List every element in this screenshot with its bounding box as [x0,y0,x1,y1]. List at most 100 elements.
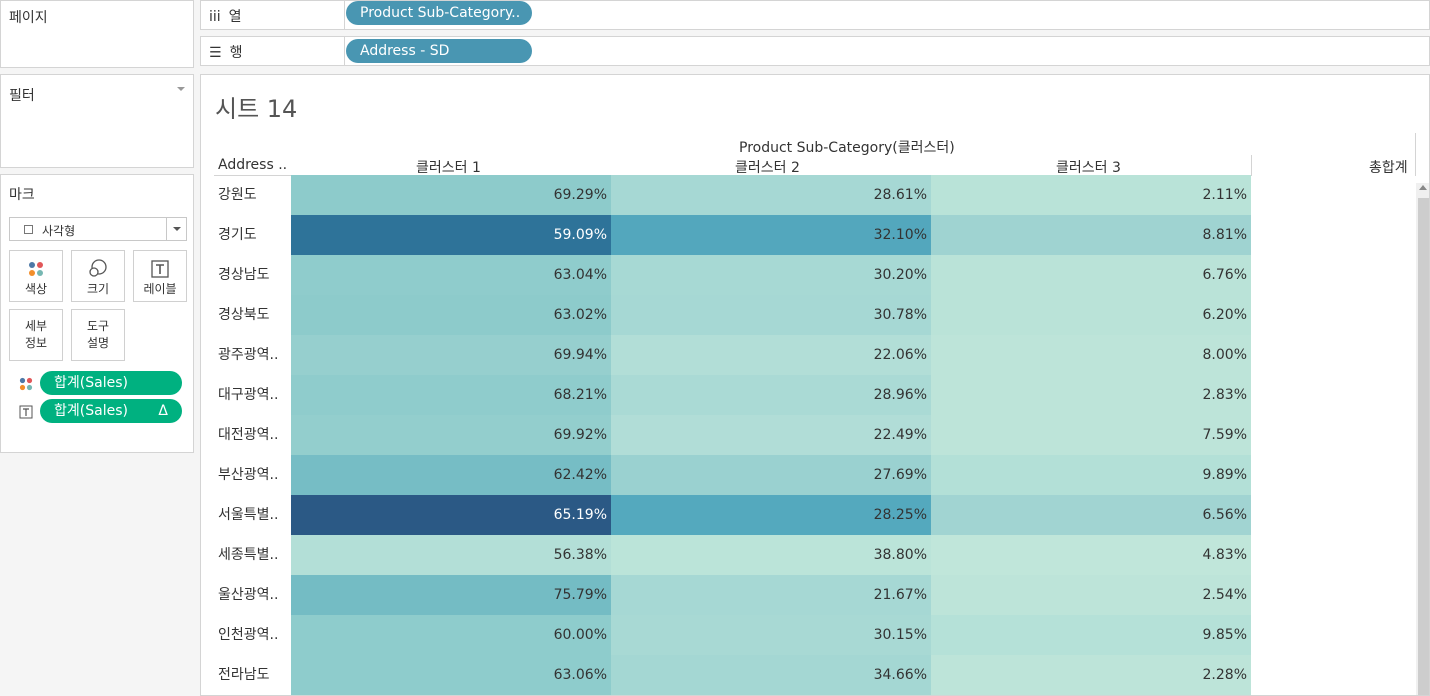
table-calc-delta-icon: Δ [158,403,168,419]
grand-total-divider [1251,155,1252,176]
pages-panel[interactable]: 페이지 [0,0,194,68]
table-cell[interactable]: 2.28% [931,655,1251,695]
size-circles-icon [72,257,124,281]
row-label[interactable]: 강원도 [218,187,257,203]
table-cell[interactable]: 7.59% [931,415,1251,455]
worksheet-view[interactable]: 시트 14 Product Sub-Category(클러스터) Address… [200,74,1430,696]
mark-type-dropdown[interactable]: 사각형 [9,217,187,241]
table-cell[interactable]: 69.92% [291,415,611,455]
filters-menu-arrow-icon[interactable] [177,87,185,91]
table-cell[interactable]: 75.79% [291,575,611,615]
table-cell[interactable]: 22.06% [611,335,931,375]
row-header[interactable]: Address .. [218,157,288,173]
table-cell[interactable]: 60.00% [291,615,611,655]
table-cell[interactable]: 8.00% [931,335,1251,375]
table-cell[interactable]: 62.42% [291,455,611,495]
scroll-up-arrow-icon[interactable] [1419,185,1427,190]
table-cell[interactable]: 56.38% [291,535,611,575]
rows-pill-label: Address - SD [360,43,450,59]
label-sales-pill-label: 합계(Sales) [54,403,128,419]
table-cell[interactable]: 59.09% [291,215,611,255]
row-label[interactable]: 부산광역.. [218,467,279,483]
row-label[interactable]: 전라남도 [218,667,270,683]
table-cell[interactable]: 65.19% [291,495,611,535]
pages-title: 페이지 [9,10,48,26]
table-cell[interactable]: 30.20% [611,255,931,295]
label-sales-pill[interactable]: 합계(Sales) Δ [40,399,182,423]
color-button[interactable]: 색상 [9,250,63,302]
table-cell[interactable]: 32.10% [611,215,931,255]
color-sales-pill-label: 합계(Sales) [54,375,128,391]
row-label[interactable]: 서울특별.. [218,507,279,523]
table-cell[interactable]: 2.83% [931,375,1251,415]
row-label[interactable]: 인천광역.. [218,627,279,643]
table-cell[interactable]: 34.66% [611,655,931,695]
table-cell[interactable]: 69.29% [291,175,611,215]
group-header[interactable]: Product Sub-Category(클러스터) [739,140,955,156]
table-cell[interactable]: 27.69% [611,455,931,495]
marks-panel: 마크 사각형 색상 크기 [0,174,194,453]
rows-shelf-label: ☰ 행 [209,42,345,62]
row-label[interactable]: 경상북도 [218,307,270,323]
color-dots-small-icon [18,376,34,396]
table-cell[interactable]: 69.94% [291,335,611,375]
columns-pill[interactable]: Product Sub-Category.. [346,1,532,25]
color-label: 색상 [24,282,48,296]
rows-label: 행 [229,45,243,61]
column-header-grand-total[interactable]: 총합계 [1369,160,1408,176]
table-cell[interactable]: 28.61% [611,175,931,215]
table-cell[interactable]: 30.15% [611,615,931,655]
vertical-scrollbar-thumb[interactable] [1418,198,1429,695]
table-cell[interactable]: 8.81% [931,215,1251,255]
table-cell[interactable]: 6.76% [931,255,1251,295]
column-header-cluster-2[interactable]: 클러스터 2 [735,160,800,176]
color-sales-pill[interactable]: 합계(Sales) [40,371,182,395]
size-button[interactable]: 크기 [71,250,125,302]
columns-shelf-label: iii 열 [209,6,345,26]
label-button[interactable]: 레이블 [133,250,187,302]
table-cell[interactable]: 9.89% [931,455,1251,495]
rows-pill[interactable]: Address - SD [346,39,532,63]
table-cell[interactable]: 28.96% [611,375,931,415]
row-label[interactable]: 세종특별.. [218,547,279,563]
table-cell[interactable]: 22.49% [611,415,931,455]
row-label[interactable]: 경상남도 [218,267,270,283]
square-mark-icon [24,225,33,234]
table-cell[interactable]: 4.83% [931,535,1251,575]
table-cell[interactable]: 63.02% [291,295,611,335]
table-cell[interactable]: 63.06% [291,655,611,695]
columns-shelf-divider [344,1,345,29]
chevron-down-icon[interactable] [166,218,186,240]
table-cell[interactable]: 38.80% [611,535,931,575]
row-label[interactable]: 울산광역.. [218,587,279,603]
column-header-cluster-1[interactable]: 클러스터 1 [416,160,481,176]
table-cell[interactable]: 9.85% [931,615,1251,655]
columns-pill-label: Product Sub-Category.. [360,5,521,21]
row-label[interactable]: 경기도 [218,227,257,243]
row-label[interactable]: 대구광역.. [218,387,279,403]
columns-icon: iii [209,9,221,25]
tooltip-button[interactable]: 도구 설명 [71,309,125,361]
row-label[interactable]: 광주광역.. [218,347,279,363]
detail-button[interactable]: 세부 정보 [9,309,63,361]
table-cell[interactable]: 30.78% [611,295,931,335]
label-label: 레이블 [143,282,177,296]
rows-shelf-divider [344,37,345,65]
table-cell[interactable]: 68.21% [291,375,611,415]
table-cell[interactable]: 63.04% [291,255,611,295]
sheet-title[interactable]: 시트 14 [215,95,298,123]
detail-label: 세부 정보 [24,319,48,350]
rows-shelf[interactable]: ☰ 행 Address - SD [200,36,1430,66]
table-cell[interactable]: 6.20% [931,295,1251,335]
table-cell[interactable]: 2.11% [931,175,1251,215]
text-label-small-icon [19,404,33,423]
row-label[interactable]: 대전광역.. [218,427,279,443]
columns-shelf[interactable]: iii 열 Product Sub-Category.. [200,0,1430,30]
table-cell[interactable]: 6.56% [931,495,1251,535]
tooltip-label: 도구 설명 [86,319,110,350]
table-cell[interactable]: 2.54% [931,575,1251,615]
column-header-cluster-3[interactable]: 클러스터 3 [1056,160,1121,176]
filters-panel[interactable]: 필터 [0,74,194,168]
table-cell[interactable]: 28.25% [611,495,931,535]
table-cell[interactable]: 21.67% [611,575,931,615]
